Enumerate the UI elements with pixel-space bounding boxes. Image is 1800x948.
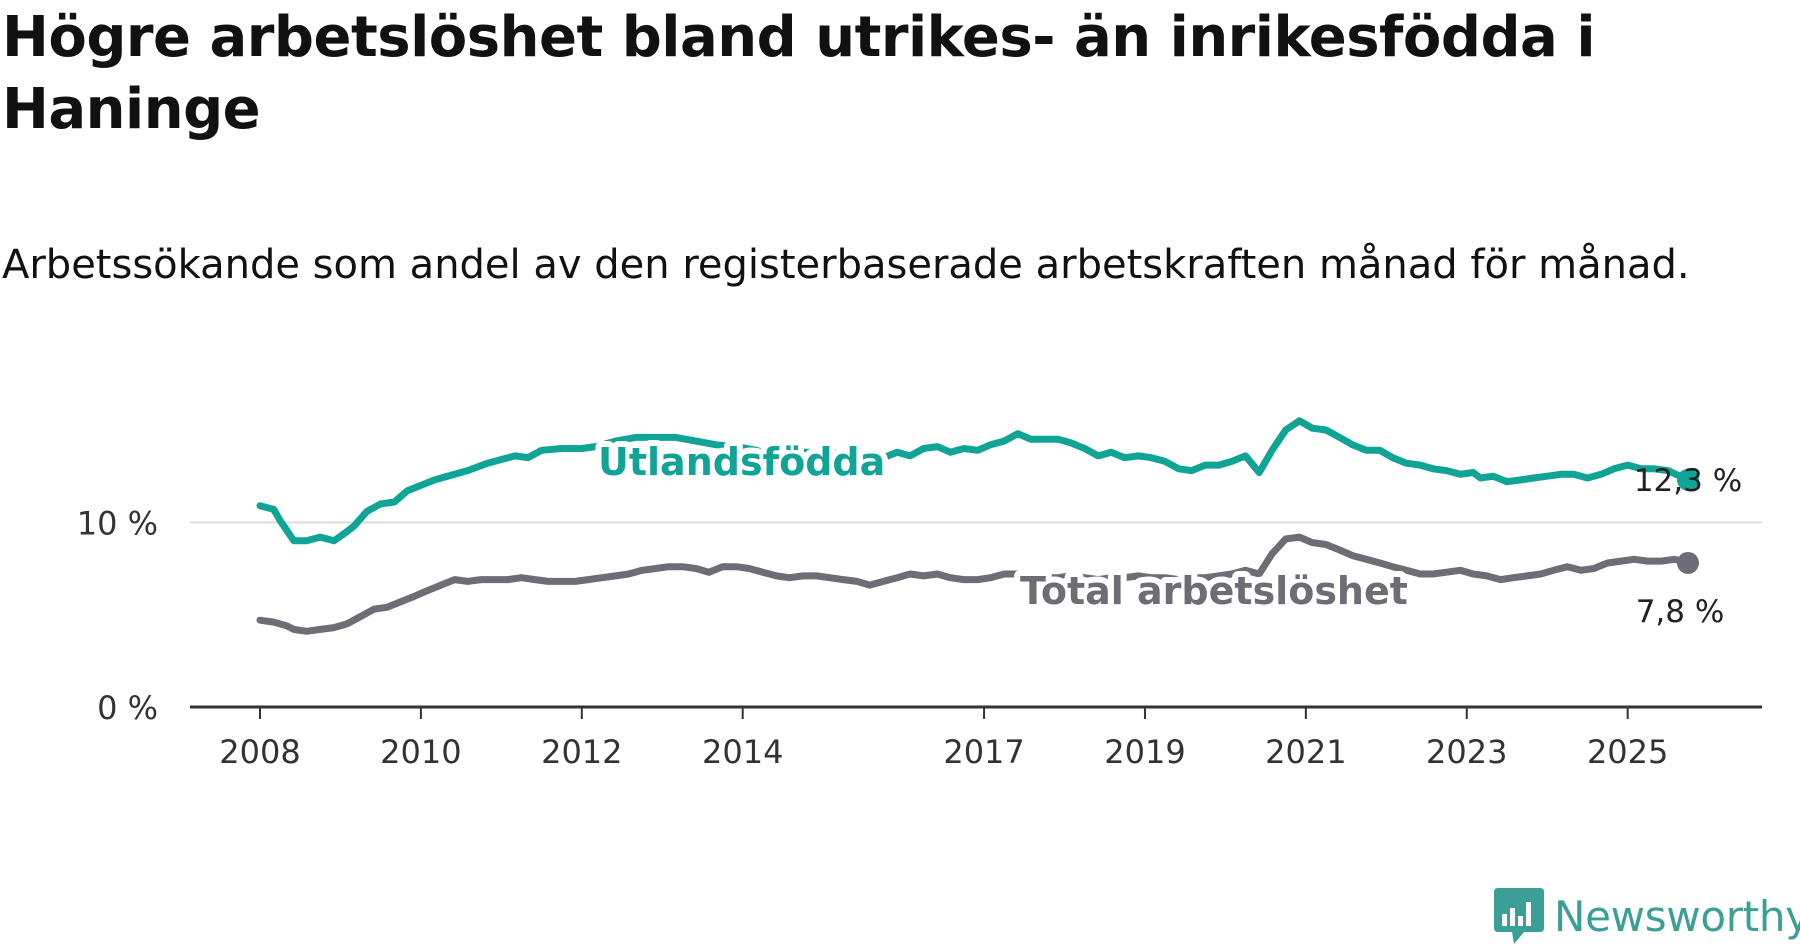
y-tick-label: 0 % <box>97 689 158 727</box>
x-tick-label: 2008 <box>219 733 300 771</box>
axis-layer: 0 % 10 % 2008 2010 2012 2014 2017 2019 2021 2023 2… <box>77 504 1762 771</box>
chart-title: Högre arbetslöshet bland utrikes- än inr… <box>2 5 1596 142</box>
total-arbetsloshet-end-point <box>1677 551 1699 574</box>
newsworthy-logo: Newsworthy <box>1494 888 1800 944</box>
utlandsfodda-line <box>256 417 1692 545</box>
brand-name: Newsworthy <box>1554 891 1800 941</box>
y-tick-label: 10 % <box>77 504 158 542</box>
x-tick-label: 2017 <box>943 733 1024 771</box>
x-tick-label: 2014 <box>702 733 783 771</box>
label-layer: Utlandsfödda Total arbetslöshet 12,3 % 7,8 … <box>592 434 1742 630</box>
x-tick-label: 2025 <box>1587 733 1668 771</box>
series-layer <box>256 417 1699 635</box>
x-tick-label: 2012 <box>541 733 622 771</box>
chart-subtitle: Arbetssökande som andel av den registerb… <box>2 242 1690 288</box>
total-arbetsloshet-line <box>256 533 1692 635</box>
bar-chart-bubble-icon <box>1494 888 1544 944</box>
x-tick-label: 2019 <box>1104 733 1185 771</box>
end-value-label-total: 7,8 % <box>1636 594 1725 630</box>
x-tick-label: 2023 <box>1426 733 1507 771</box>
series-label-total-arbetsloshet: Total arbetslöshet <box>1020 569 1408 613</box>
end-value-label-utlandsfodda: 12,3 % <box>1634 463 1742 499</box>
series-label-utlandsfodda: Utlandsfödda <box>598 440 885 484</box>
utlandsfodda-end-point <box>1677 468 1699 491</box>
x-tick-label: 2010 <box>380 733 461 771</box>
x-tick-label: 2021 <box>1265 733 1346 771</box>
